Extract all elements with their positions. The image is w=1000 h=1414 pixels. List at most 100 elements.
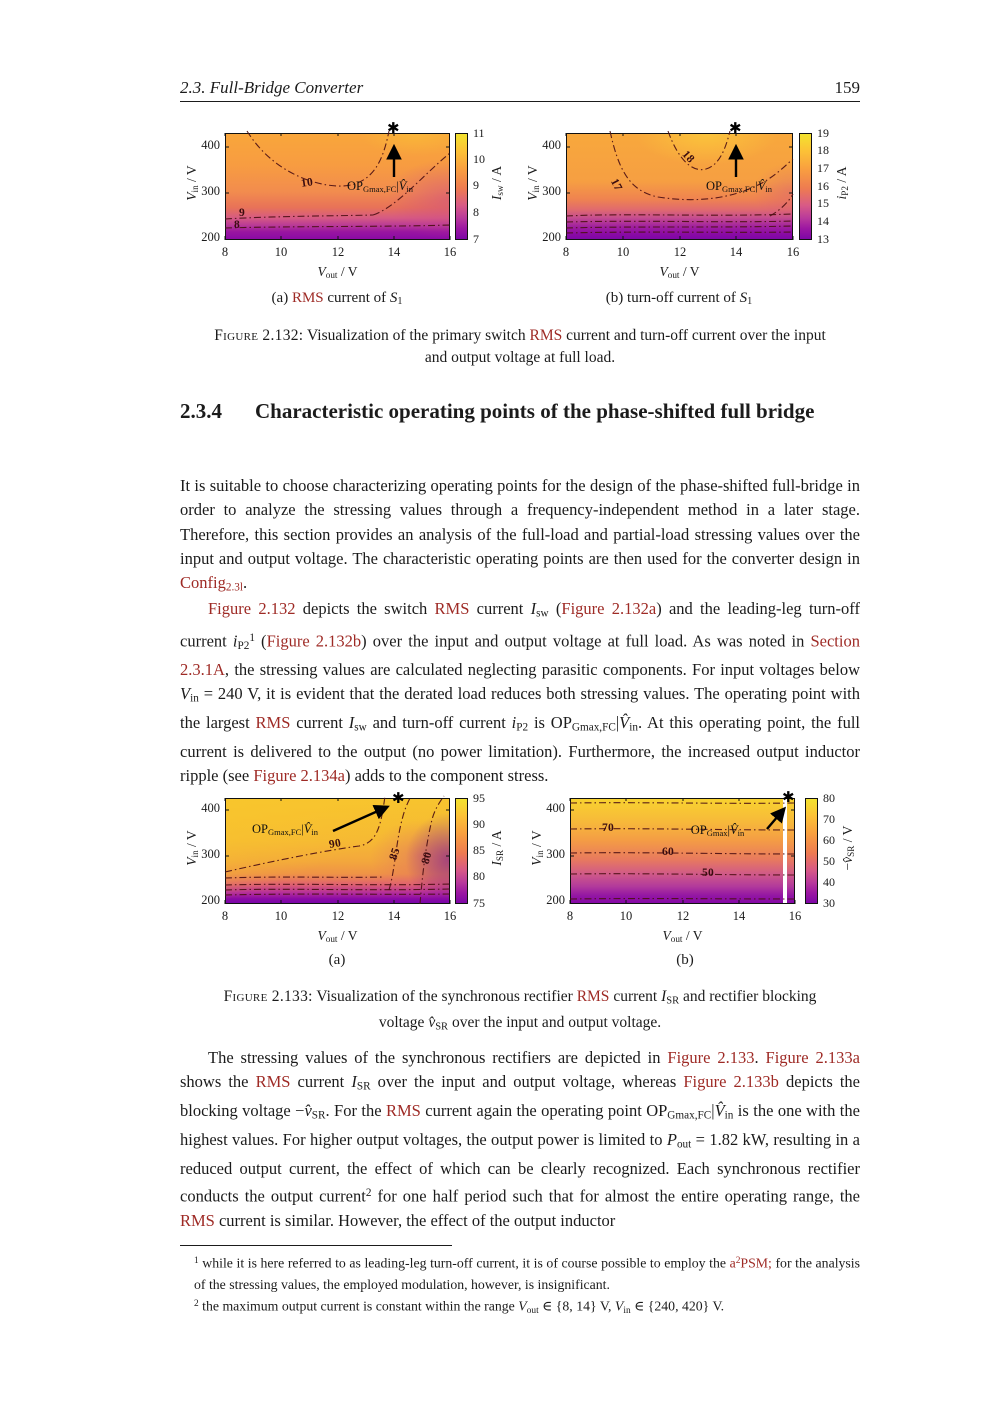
heatmap-surface — [225, 133, 450, 240]
contour-overlay — [224, 130, 451, 240]
cross-reference-link[interactable]: RMS — [255, 713, 291, 733]
y-tick: 300 — [542, 184, 561, 198]
cross-reference-link[interactable]: RMS — [291, 290, 324, 306]
x-axis-label: Vout / V — [317, 928, 358, 945]
colorbar — [805, 798, 818, 904]
heatmap-surface — [225, 798, 450, 904]
x-tick: 12 — [331, 909, 345, 923]
colorbar-tick: 11 — [473, 126, 485, 140]
y-tick: 200 — [201, 230, 220, 244]
paragraph: It is suitable to choose characterizing … — [180, 476, 860, 594]
colorbar — [455, 133, 468, 240]
contour-label: 90 — [328, 837, 343, 851]
contour-label: 9 — [239, 207, 246, 219]
footnote-2: 2 the maximum output current is constant… — [194, 1298, 725, 1316]
section-heading: 2.3.4 Characteristic operating points of… — [180, 396, 870, 427]
colorbar-tick: 19 — [817, 126, 829, 140]
derating-boundary-stripe — [783, 799, 787, 903]
cross-reference-link[interactable]: RMS — [434, 599, 470, 618]
heatmap-plot-2133b: 70 60 50 ✱ OPGmax|V̂in — [569, 790, 796, 904]
subcaption-a: (a) — [328, 952, 346, 968]
x-tick: 8 — [221, 909, 229, 923]
colorbar-tick: 75 — [473, 896, 485, 910]
x-tick: 8 — [562, 245, 570, 259]
page-number: 159 — [834, 78, 861, 97]
colorbar — [455, 798, 468, 904]
running-header-section: 2.3. Full-Bridge Converter — [180, 78, 364, 97]
subcaption-b: (b) — [676, 952, 694, 968]
cross-reference-link[interactable]: RMS — [180, 1210, 215, 1230]
y-tick: 400 — [201, 138, 220, 152]
cross-reference-link[interactable]: a — [729, 1255, 736, 1271]
cross-reference-link[interactable]: Figure 2.133 — [667, 1048, 755, 1067]
colorbar — [799, 133, 812, 240]
colorbar-tick: 17 — [817, 161, 829, 175]
cross-reference-link[interactable]: Figure 2.133a — [765, 1048, 860, 1067]
x-tick: 14 — [387, 245, 401, 259]
colorbar-tick: 60 — [823, 833, 835, 847]
colorbar-tick: 16 — [817, 179, 829, 193]
cross-reference-link[interactable]: RMS — [576, 988, 610, 1005]
colorbar-tick: 50 — [823, 854, 835, 868]
colorbar-tick: 14 — [817, 214, 829, 228]
cross-reference-link[interactable]: Section 2.3.1A — [180, 631, 860, 680]
y-tick: 300 — [201, 847, 220, 861]
contour-label: 50 — [702, 867, 715, 879]
contour-label: 8 — [234, 219, 241, 231]
contour-label: 70 — [602, 822, 615, 834]
x-tick: 12 — [676, 909, 690, 923]
figure-2132a: Vin / V 10 9 8 ✱ OPGmax,FC|V̂in 400 300 … — [180, 121, 510, 308]
subcaption-b: (b) turn-off current of S1 — [605, 290, 753, 308]
operating-point-annotation: OPGmax,FC|V̂in — [346, 179, 414, 194]
figure-2132b: Vin / V 18 17 ✱ OPGmax,FC|V̂in 400 300 2… — [520, 121, 860, 308]
contour-overlay — [569, 798, 796, 904]
colorbar-tick: 40 — [823, 875, 835, 889]
x-tick: 12 — [673, 245, 687, 259]
x-tick: 8 — [221, 245, 229, 259]
cross-reference-link[interactable]: Figure 2.132a — [561, 599, 657, 618]
cross-reference-link[interactable]: Figure 2.132 — [208, 599, 296, 618]
cross-reference-link[interactable]: PSM; — [740, 1255, 772, 1271]
colorbar-tick: 80 — [823, 791, 835, 805]
figure-2133a: Vin / V 90 85 80 ✱ OPGmax,FC|V̂in 400 30… — [180, 789, 510, 973]
heatmap-surface — [570, 798, 795, 904]
colorbar-tick: 13 — [817, 232, 829, 246]
cross-reference-link[interactable]: Figure 2.132b — [266, 631, 362, 651]
y-tick: 200 — [542, 230, 561, 244]
cross-reference-link[interactable]: 2.3l — [225, 581, 243, 594]
colorbar-tick: 7 — [473, 232, 479, 246]
subcaption-a: (a) RMS current of S1 — [271, 290, 403, 308]
contour-label: 10 — [300, 176, 314, 190]
y-tick: 200 — [546, 893, 565, 907]
cross-reference-link[interactable]: RMS — [529, 327, 563, 344]
colorbar-label: Isw / A — [488, 165, 506, 201]
colorbar-tick: 95 — [473, 791, 485, 805]
cross-reference-link[interactable]: RMS — [255, 1072, 291, 1092]
colorbar-tick: 10 — [473, 152, 485, 166]
section-title: Characteristic operating points of the p… — [255, 399, 815, 423]
cross-reference-link[interactable]: 2 — [735, 1256, 741, 1266]
x-tick: 16 — [788, 909, 802, 923]
y-tick: 400 — [201, 801, 220, 815]
paragraph: The stressing values of the synchronous … — [180, 1048, 861, 1230]
colorbar-tick: 90 — [473, 817, 485, 831]
cross-reference-link[interactable]: Figure 2.133b — [683, 1072, 779, 1092]
cross-reference-link[interactable]: Figure 2.134a — [253, 766, 345, 786]
header-rule — [180, 101, 860, 102]
x-tick: 14 — [729, 245, 743, 259]
colorbar-label: iP2 / A — [833, 166, 851, 200]
x-tick: 16 — [786, 245, 800, 259]
cross-reference-link[interactable]: RMS — [385, 1101, 421, 1121]
operating-point-annotation: OPGmax,FC|V̂in — [251, 822, 319, 837]
contour-overlay — [565, 130, 794, 240]
y-tick: 300 — [201, 184, 220, 198]
x-tick: 14 — [387, 909, 401, 923]
y-tick: 400 — [546, 801, 565, 815]
x-axis-label: Vout / V — [659, 264, 700, 281]
cross-reference-link[interactable]: Config — [180, 573, 226, 593]
operating-point-marker: ✱ — [392, 789, 405, 807]
heatmap-plot-2132a: 10 9 8 ✱ OPGmax,FC|V̂in — [224, 121, 451, 240]
operating-point-annotation: OPGmax|V̂in — [690, 823, 745, 838]
footnote-1: 1 while it is here referred to as leadin… — [194, 1255, 861, 1293]
figure-caption-2132: Figure 2.132: Visualization of the prima… — [214, 327, 826, 366]
